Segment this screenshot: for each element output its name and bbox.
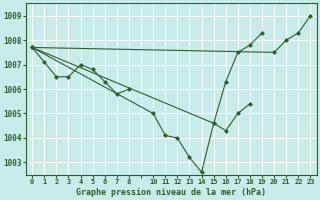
X-axis label: Graphe pression niveau de la mer (hPa): Graphe pression niveau de la mer (hPa) xyxy=(76,188,266,197)
